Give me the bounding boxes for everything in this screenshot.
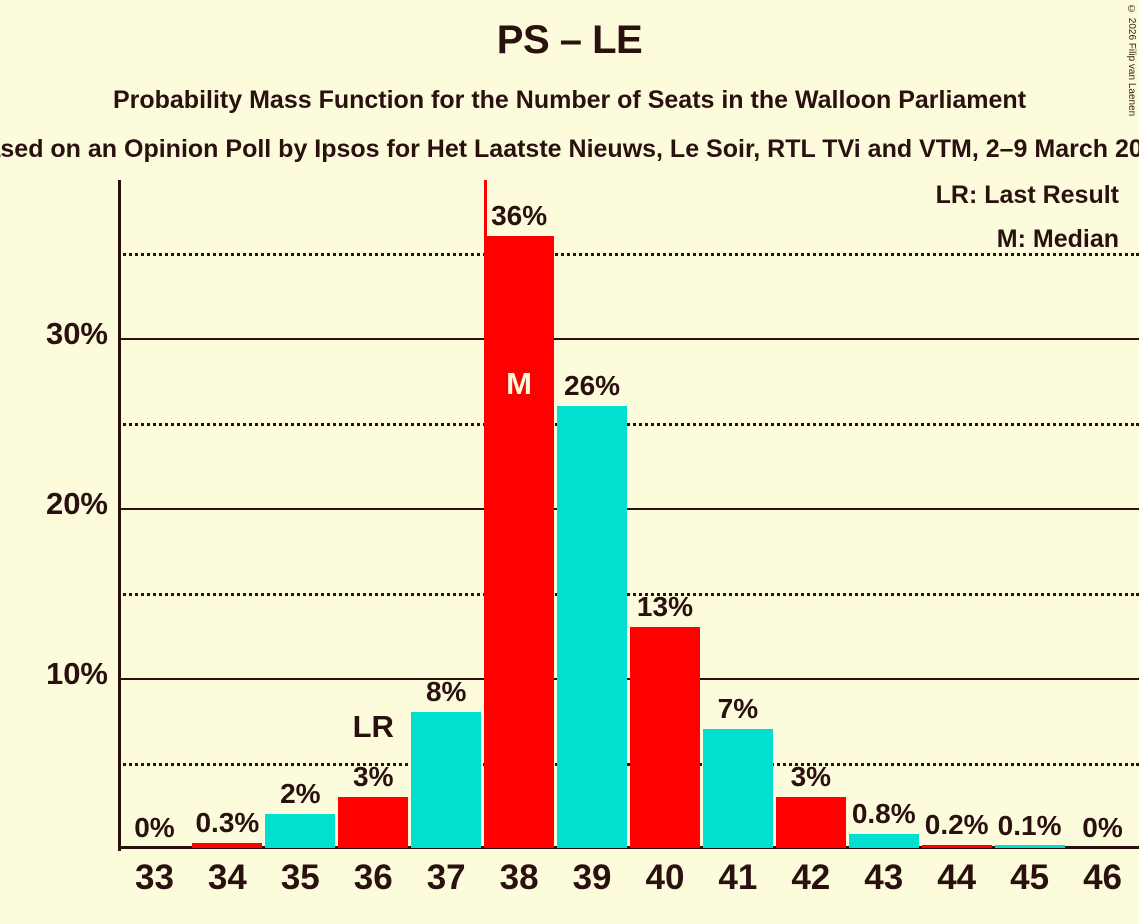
x-tick-label: 39 xyxy=(572,858,612,897)
legend-item-last-result: LR: Last Result xyxy=(935,181,1119,209)
x-axis-line xyxy=(118,846,1139,849)
bar-value-label: 0% xyxy=(1082,812,1123,843)
x-tick-label: 37 xyxy=(426,858,466,897)
bar-value-label: 2% xyxy=(280,778,321,809)
bar-value-label: 0.2% xyxy=(924,808,989,840)
x-tick-label: 40 xyxy=(645,858,685,897)
x-tick-label: 36 xyxy=(353,858,393,897)
gridline-major xyxy=(118,678,1139,681)
gridline-minor xyxy=(118,423,1139,427)
page-title: PS – LE xyxy=(496,18,643,62)
gridline-major xyxy=(118,338,1139,341)
gridline-minor xyxy=(118,593,1139,597)
y-axis-line xyxy=(118,180,121,851)
y-axis-tick-labels: 10% 20% 30% xyxy=(0,180,1139,848)
bar xyxy=(994,845,1065,848)
bar xyxy=(484,236,555,848)
bar-value-label: 8% xyxy=(425,676,467,708)
bar-value-label: 36% xyxy=(491,200,548,232)
legend-item-median: M: Median xyxy=(996,225,1119,253)
bar-value-label: 7% xyxy=(717,693,759,725)
bar-value-label: 0.1% xyxy=(997,810,1062,842)
chart-legend: LR: Last Result M: Median xyxy=(936,183,1119,271)
y-tick-label: 10% xyxy=(45,656,108,692)
bar xyxy=(775,797,846,848)
bar-marker-lr: LR xyxy=(352,709,394,744)
bar-value-label: 0% xyxy=(134,812,175,843)
bar xyxy=(192,842,263,848)
bar xyxy=(921,844,992,848)
bar xyxy=(557,406,628,848)
x-tick-label: 41 xyxy=(718,858,758,897)
bar xyxy=(338,797,409,848)
bar-value-label: 26% xyxy=(564,370,621,402)
x-axis-tick-labels: 33 34 35 36 37 38 39 40 41 42 43 44 45 46 xyxy=(118,858,1139,918)
bar-value-label: 13% xyxy=(636,591,693,623)
chart-source-line: Based on an Opinion Poll by Ipsos for He… xyxy=(0,135,1139,163)
gridline-major xyxy=(118,508,1139,511)
bar xyxy=(702,729,773,848)
x-tick-label: 33 xyxy=(134,858,174,897)
x-tick-label: 46 xyxy=(1083,858,1122,897)
plot-area: 0% 0.3% 2% 3% 8% 36% 26% 13% 7% 3% 0.8% 0.2% 0.1% 0% L… xyxy=(118,180,1139,848)
bar xyxy=(629,627,700,848)
x-tick-label: 44 xyxy=(937,858,977,897)
y-tick-label: 30% xyxy=(45,316,108,352)
bar-value-label: 3% xyxy=(353,761,394,792)
bar-value-label: 0.3% xyxy=(195,806,260,838)
bar-marker-m: M xyxy=(506,366,532,402)
chart-subtitle: Probability Mass Function for the Number… xyxy=(112,86,1027,114)
bar-value-label: 3% xyxy=(790,761,832,792)
bar-value-label: 0.8% xyxy=(851,798,916,830)
gridline-minor xyxy=(118,253,1139,257)
gridline-minor xyxy=(118,763,1139,766)
x-tick-label: 38 xyxy=(499,858,539,897)
x-tick-label: 43 xyxy=(864,858,904,897)
bar xyxy=(265,814,336,848)
x-tick-label: 35 xyxy=(280,858,320,897)
x-tick-label: 45 xyxy=(1010,858,1050,897)
x-tick-label: 34 xyxy=(207,858,247,897)
x-tick-label: 42 xyxy=(791,858,831,897)
y-tick-label: 20% xyxy=(45,486,108,522)
bar xyxy=(848,834,919,848)
bar-overflow-edge xyxy=(484,180,488,237)
bar xyxy=(411,712,482,848)
copyright-notice: © 2026 Filip van Laenen xyxy=(1126,4,1137,117)
